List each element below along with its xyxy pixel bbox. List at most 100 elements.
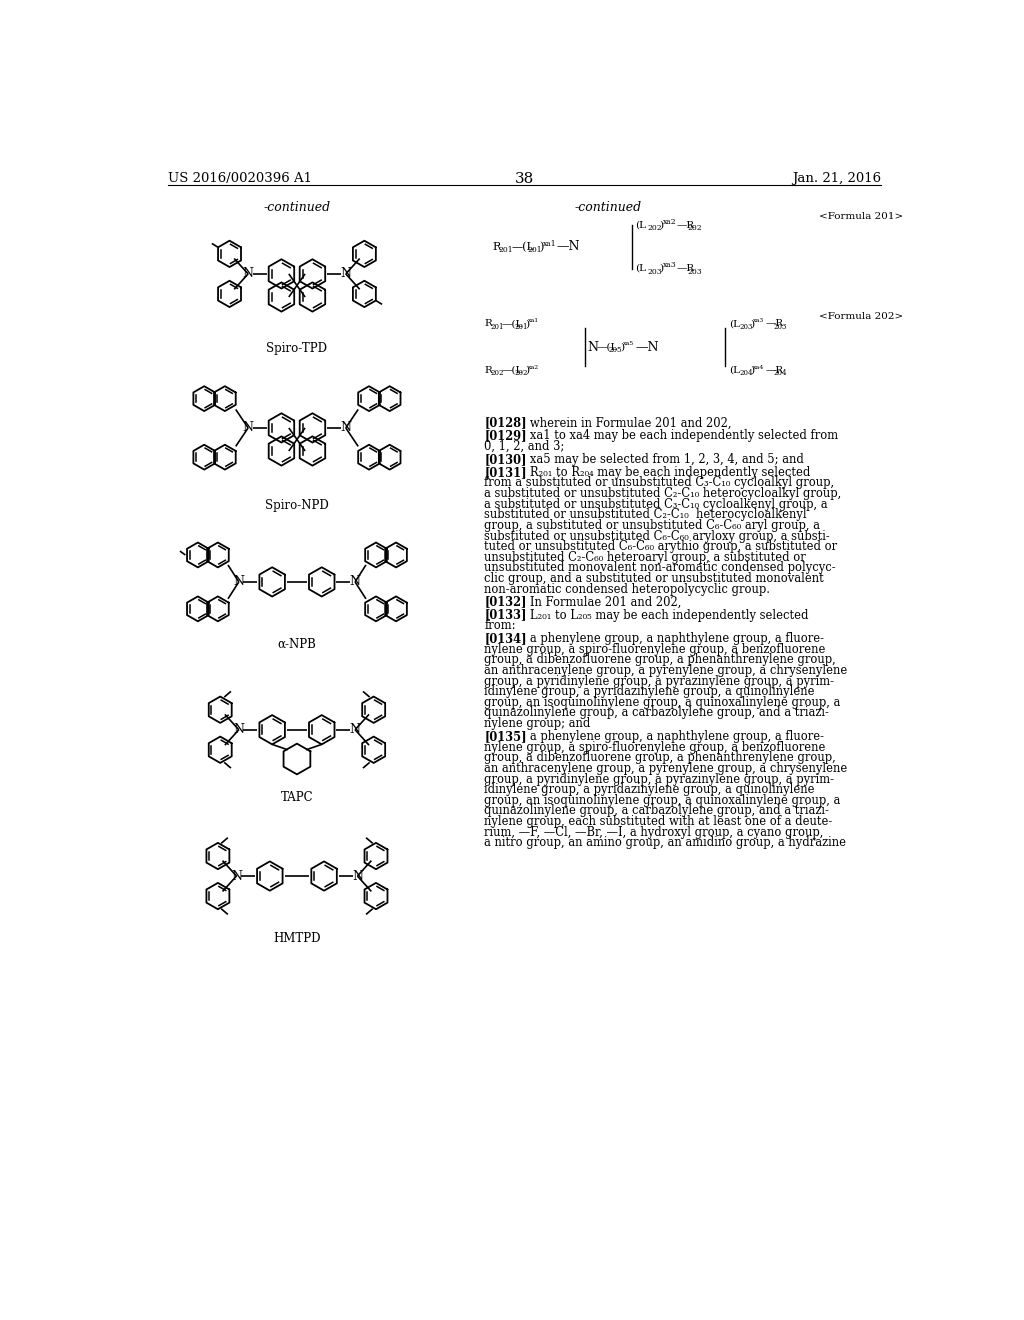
Text: nylene group, each substituted with at least one of a deute-: nylene group, each substituted with at l… <box>484 814 833 828</box>
Text: —(L: —(L <box>596 343 617 351</box>
Text: R: R <box>484 366 493 375</box>
Text: an anthracenylene group, a pyrenylene group, a chrysenylene: an anthracenylene group, a pyrenylene gr… <box>484 664 848 677</box>
Text: TAPC: TAPC <box>281 792 313 804</box>
Text: xa1 to xa4 may be each independently selected from: xa1 to xa4 may be each independently sel… <box>519 429 839 442</box>
Text: group, a substituted or unsubstituted C₆-C₆₀ aryl group, a: group, a substituted or unsubstituted C₆… <box>484 519 820 532</box>
Text: wherein in Formulae 201 and 202,: wherein in Formulae 201 and 202, <box>519 416 732 429</box>
Text: xa3: xa3 <box>753 318 764 323</box>
Text: —(L: —(L <box>512 242 535 252</box>
Text: nylene group, a spiro-fluorenylene group, a benzofluorene: nylene group, a spiro-fluorenylene group… <box>484 741 826 754</box>
Text: ): ) <box>751 319 755 329</box>
Text: 201: 201 <box>499 246 513 253</box>
Text: non-aromatic condensed heteropolycyclic group.: non-aromatic condensed heteropolycyclic … <box>484 582 770 595</box>
Text: tuted or unsubstituted C₆-C₆₀ arythio group, a substituted or: tuted or unsubstituted C₆-C₆₀ arythio gr… <box>484 540 838 553</box>
Text: ): ) <box>659 264 664 273</box>
Text: substituted or unsubstituted C₆-C₆₀ aryloxy group, a substi-: substituted or unsubstituted C₆-C₆₀ aryl… <box>484 529 830 543</box>
Text: (L: (L <box>636 220 646 230</box>
Text: [0131]: [0131] <box>484 466 527 479</box>
Text: N: N <box>340 268 351 280</box>
Text: a phenylene group, a naphthylene group, a fluore-: a phenylene group, a naphthylene group, … <box>519 632 824 645</box>
Text: [0134]: [0134] <box>484 632 527 645</box>
Text: N: N <box>233 576 245 589</box>
Text: N: N <box>233 723 245 737</box>
Text: —N: —N <box>636 341 659 354</box>
Text: —R: —R <box>765 366 783 375</box>
Text: L₂₀₁ to L₂₀₅ may be each independently selected: L₂₀₁ to L₂₀₅ may be each independently s… <box>519 609 809 622</box>
Text: [0132]: [0132] <box>484 595 527 609</box>
Text: (L: (L <box>729 366 739 375</box>
Text: 203: 203 <box>647 268 662 276</box>
Text: HMTPD: HMTPD <box>273 932 321 945</box>
Text: ): ) <box>525 319 529 329</box>
Text: xa5 may be selected from 1, 2, 3, 4, and 5; and: xa5 may be selected from 1, 2, 3, 4, and… <box>519 453 804 466</box>
Text: Jan. 21, 2016: Jan. 21, 2016 <box>793 173 882 185</box>
Text: (L: (L <box>636 264 646 273</box>
Text: group, a dibenzofluorene group, a phenanthrenylene group,: group, a dibenzofluorene group, a phenan… <box>484 653 837 667</box>
Text: N: N <box>349 723 360 737</box>
Text: 202: 202 <box>515 370 528 378</box>
Text: unsubstituted monovalent non-aromatic condensed polycyc-: unsubstituted monovalent non-aromatic co… <box>484 561 837 574</box>
Text: unsubstituted C₂-C₆₀ heteroaryl group, a substituted or: unsubstituted C₂-C₆₀ heteroaryl group, a… <box>484 550 806 564</box>
Text: -continued: -continued <box>263 201 331 214</box>
Text: <Formula 202>: <Formula 202> <box>819 313 903 321</box>
Text: 201: 201 <box>490 323 504 331</box>
Text: a phenylene group, a naphthylene group, a fluore-: a phenylene group, a naphthylene group, … <box>519 730 824 743</box>
Text: ): ) <box>621 343 625 351</box>
Text: quinazolinylene group, a carbazolylene group, and a triazi-: quinazolinylene group, a carbazolylene g… <box>484 706 829 719</box>
Text: 0, 1, 2, and 3;: 0, 1, 2, and 3; <box>484 440 565 453</box>
Text: xa3: xa3 <box>663 261 677 269</box>
Text: nylene group, a spiro-fluorenylene group, a benzofluorene: nylene group, a spiro-fluorenylene group… <box>484 643 826 656</box>
Text: 202: 202 <box>687 224 702 232</box>
Text: [0129]: [0129] <box>484 429 527 442</box>
Text: α-NPB: α-NPB <box>278 638 316 651</box>
Text: -continued: -continued <box>574 201 642 214</box>
Text: xa2: xa2 <box>663 218 677 226</box>
Text: [0135]: [0135] <box>484 730 527 743</box>
Text: N: N <box>243 421 254 434</box>
Text: N: N <box>243 268 254 280</box>
Text: Spiro-TPD: Spiro-TPD <box>266 342 328 355</box>
Text: —(L: —(L <box>502 319 523 329</box>
Text: group, a dibenzofluorene group, a phenanthrenylene group,: group, a dibenzofluorene group, a phenan… <box>484 751 837 764</box>
Text: xa1: xa1 <box>528 318 540 323</box>
Text: —(L: —(L <box>502 366 523 375</box>
Text: ): ) <box>751 366 755 375</box>
Text: ): ) <box>539 242 543 252</box>
Text: from:: from: <box>484 619 516 632</box>
Text: [0133]: [0133] <box>484 609 527 622</box>
Text: xa1: xa1 <box>543 240 556 248</box>
Text: 201: 201 <box>527 246 542 253</box>
Text: R: R <box>493 242 501 252</box>
Text: 203: 203 <box>773 323 787 331</box>
Text: [0130]: [0130] <box>484 453 527 466</box>
Text: nylene group; and: nylene group; and <box>484 717 591 730</box>
Text: a substituted or unsubstituted C₃-C₁₀ cycloalkenyl group, a: a substituted or unsubstituted C₃-C₁₀ cy… <box>484 498 828 511</box>
Text: N: N <box>588 341 599 354</box>
Text: clic group, and a substituted or unsubstituted monovalent: clic group, and a substituted or unsubst… <box>484 572 824 585</box>
Text: group, an isoquinolinylene group, a quinoxalinylene group, a: group, an isoquinolinylene group, a quin… <box>484 696 841 709</box>
Text: 205: 205 <box>608 346 622 354</box>
Text: ): ) <box>659 220 664 230</box>
Text: substituted or unsubstituted C₂-C₁₀  heterocycloalkenyl: substituted or unsubstituted C₂-C₁₀ hete… <box>484 508 807 521</box>
Text: xa2: xa2 <box>528 364 540 370</box>
Text: from a substituted or unsubstituted C₃-C₁₀ cycloalkyl group,: from a substituted or unsubstituted C₃-C… <box>484 477 835 490</box>
Text: R: R <box>484 319 493 329</box>
Text: group, a pyridinylene group, a pyrazinylene group, a pyrim-: group, a pyridinylene group, a pyrazinyl… <box>484 772 835 785</box>
Text: N: N <box>352 870 362 883</box>
Text: an anthracenylene group, a pyrenylene group, a chrysenylene: an anthracenylene group, a pyrenylene gr… <box>484 762 848 775</box>
Text: 204: 204 <box>739 370 753 378</box>
Text: quinazolinylene group, a carbazolylene group, and a triazi-: quinazolinylene group, a carbazolylene g… <box>484 804 829 817</box>
Text: <Formula 201>: <Formula 201> <box>819 213 903 222</box>
Text: a nitro group, an amino group, an amidino group, a hydrazine: a nitro group, an amino group, an amidin… <box>484 837 847 849</box>
Text: —R: —R <box>677 264 695 273</box>
Text: —N: —N <box>557 240 580 253</box>
Text: idinylene group, a pyridazinylene group, a quinolinylene: idinylene group, a pyridazinylene group,… <box>484 685 815 698</box>
Text: group, a pyridinylene group, a pyrazinylene group, a pyrim-: group, a pyridinylene group, a pyrazinyl… <box>484 675 835 688</box>
Text: R₂₀₁ to R₂₀₄ may be each independently selected: R₂₀₁ to R₂₀₄ may be each independently s… <box>519 466 811 479</box>
Text: N: N <box>231 870 242 883</box>
Text: 203: 203 <box>687 268 702 276</box>
Text: xa5: xa5 <box>623 342 634 346</box>
Text: 203: 203 <box>739 323 753 331</box>
Text: rium, —F, —Cl, —Br, —I, a hydroxyl group, a cyano group,: rium, —F, —Cl, —Br, —I, a hydroxyl group… <box>484 826 824 838</box>
Text: 201: 201 <box>515 323 528 331</box>
